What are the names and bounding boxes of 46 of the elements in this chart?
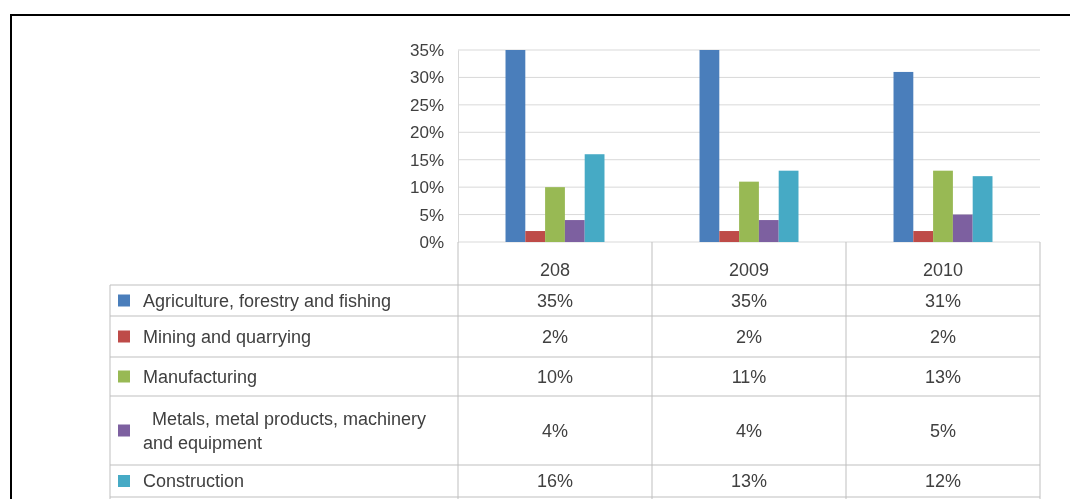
y-tick-label: 30% [409,68,444,88]
bar [972,176,993,242]
data-label: 11% [731,366,767,387]
data-label: 10% [536,366,574,387]
data-label: 13% [730,471,768,491]
data-label: 16% [536,471,574,491]
bar [545,187,565,242]
legend-label: Metals, metal products, machinery and equipment [143,408,427,453]
bar [952,214,973,242]
bar [758,220,779,242]
bar [699,50,720,242]
data-label: 4% [735,420,763,441]
bar [525,231,546,242]
y-tick-label: 15% [409,150,444,170]
data-label: 5% [929,420,957,441]
data-label: 2% [735,326,763,347]
y-tick-label: 10% [409,178,444,198]
bar [913,231,934,242]
data-label: 2% [929,326,957,347]
legend-label: Construction [143,471,245,491]
data-label: 12% [924,471,962,491]
y-tick-label: 20% [409,123,444,143]
data-label: 35% [730,290,768,311]
data-label: 2% [541,326,569,347]
bar [584,154,605,242]
data-label: 31% [924,290,962,311]
legend-label: Mining and quarrying [143,326,312,347]
bar [778,170,799,242]
bar [739,181,759,242]
bar [893,71,914,242]
x-tick-label: 2010 [922,260,964,280]
data-label: 4% [541,420,569,441]
legend-label: Agriculture, forestry and fishing [143,290,392,311]
legend-label: Manufacturing [143,366,258,387]
x-tick-label: 208 [539,260,571,280]
y-tick-label: 35% [409,40,444,60]
y-tick-label: 25% [409,95,444,115]
data-label: 35% [536,290,574,311]
y-tick-label: 5% [419,205,444,225]
bar [933,170,953,242]
bar [564,220,585,242]
bar [505,50,526,242]
data-label: 13% [924,366,962,387]
x-tick-label: 2009 [728,260,770,280]
y-tick-label: 0% [419,232,444,252]
bar [719,231,740,242]
